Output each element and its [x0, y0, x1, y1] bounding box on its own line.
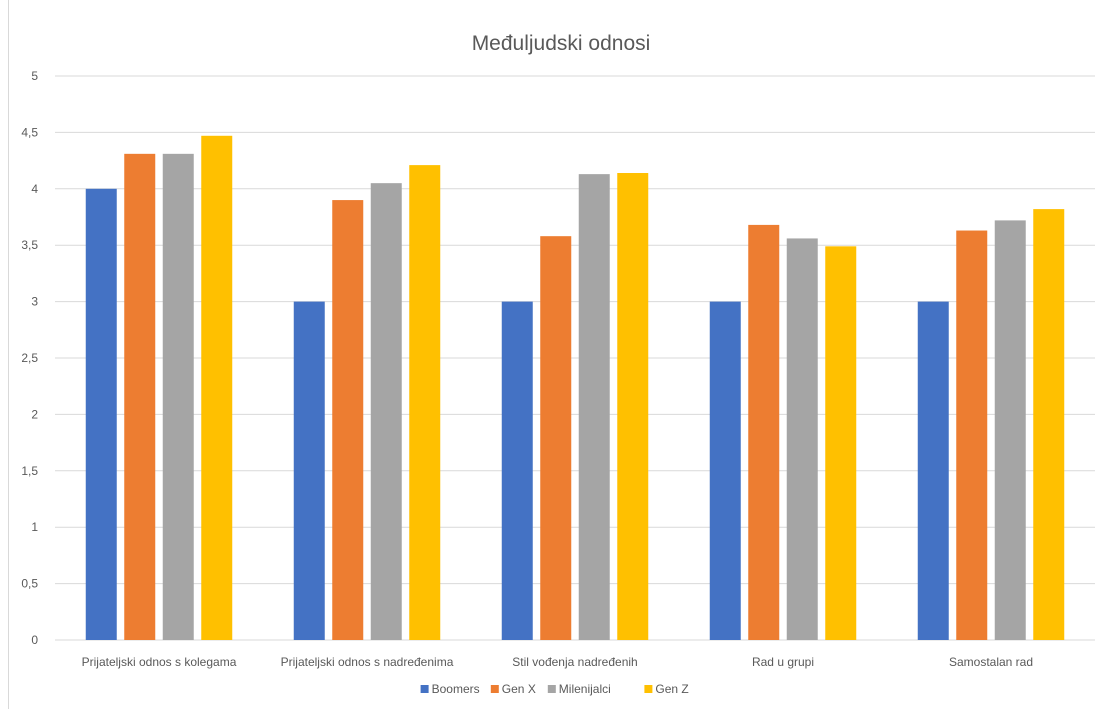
- bar-gen-x-2: [332, 200, 364, 640]
- x-category-label: Prijateljski odnos s nadređenima: [281, 655, 454, 669]
- legend-swatch: [420, 685, 429, 693]
- y-tick-label: 3,5: [21, 238, 38, 252]
- bar-milenijalci-4: [786, 238, 818, 640]
- bar-boomers-2: [293, 301, 325, 640]
- chart-title: Međuljudski odnosi: [472, 32, 651, 55]
- bar-boomers-1: [85, 188, 117, 641]
- y-tick-label: 1,5: [21, 464, 38, 478]
- y-tick-label: 4,5: [21, 125, 38, 139]
- bars: [85, 135, 1065, 641]
- bar-boomers-3: [501, 301, 533, 640]
- x-category-label: Samostalan rad: [949, 655, 1033, 669]
- legend-item-gen-x: Gen X: [490, 682, 536, 696]
- legend: Boomers Gen X Milenijalci Gen Z: [420, 682, 689, 696]
- legend-swatch: [644, 685, 653, 693]
- legend-label: Gen X: [502, 682, 536, 696]
- legend-label: Milenijalci: [559, 682, 611, 696]
- bar-gen-z-3: [617, 173, 649, 640]
- bar-milenijalci-1: [162, 153, 194, 640]
- y-tick-label: 1: [31, 520, 38, 534]
- legend-swatch: [547, 685, 556, 693]
- chart-left-border: [8, 0, 9, 709]
- y-tick-label: 2: [31, 407, 38, 421]
- bar-gen-x-3: [540, 236, 572, 640]
- bar-milenijalci-5: [994, 220, 1026, 640]
- bar-gen-x-4: [748, 224, 780, 640]
- legend-swatch: [490, 685, 499, 693]
- x-category-label: Stil vođenja nadređenih: [512, 655, 637, 669]
- y-axis-ticks: 0 0,5 1 1,5 2 2,5 3 3,5 4 4,5 5: [21, 69, 38, 647]
- y-tick-label: 3: [31, 295, 38, 309]
- bar-gen-z-1: [201, 135, 233, 640]
- bar-gen-x-1: [124, 153, 156, 640]
- bar-boomers-5: [917, 301, 949, 640]
- x-category-label: Prijateljski odnos s kolegama: [82, 655, 237, 669]
- legend-item-gen-z: Gen Z: [644, 682, 689, 696]
- y-tick-label: 5: [31, 69, 38, 83]
- legend-item-milenijalci: Milenijalci: [547, 682, 611, 696]
- y-tick-label: 2,5: [21, 351, 38, 365]
- legend-label: Boomers: [432, 682, 480, 696]
- bar-gen-z-4: [825, 246, 857, 640]
- y-tick-label: 0: [31, 633, 38, 647]
- bar-gen-x-5: [956, 230, 988, 640]
- bar-milenijalci-2: [370, 183, 402, 640]
- bar-gen-z-2: [409, 165, 441, 640]
- x-axis-labels: Prijateljski odnos s kolegama Prijateljsk…: [82, 655, 1033, 669]
- x-category-label: Rad u grupi: [752, 655, 814, 669]
- legend-item-boomers: Boomers: [420, 682, 480, 696]
- legend-label: Gen Z: [655, 682, 688, 696]
- y-tick-label: 0,5: [21, 577, 38, 591]
- y-tick-label: 4: [31, 182, 38, 196]
- bar-boomers-4: [709, 301, 741, 640]
- bar-gen-z-5: [1033, 209, 1065, 640]
- bar-milenijalci-3: [578, 174, 610, 641]
